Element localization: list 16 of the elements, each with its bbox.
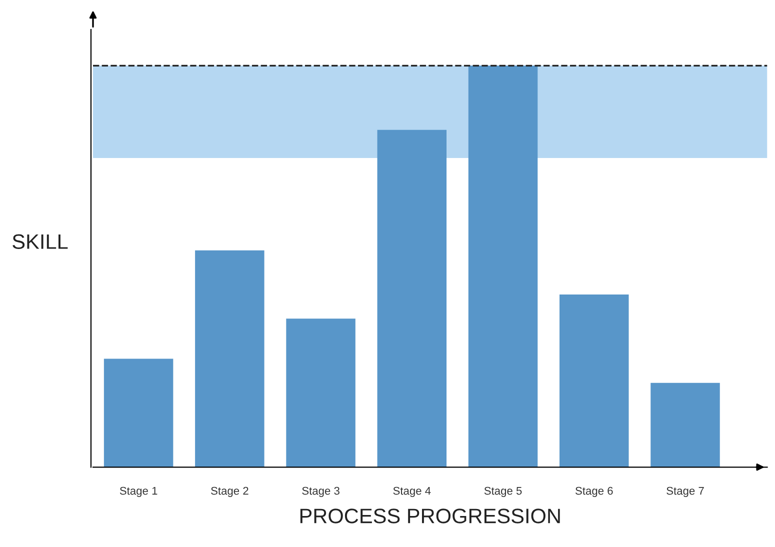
bar [195,250,264,468]
x-axis-title: PROCESS PROGRESSION [300,508,560,524]
bar [560,294,629,468]
x-tick-label: Stage 1 [120,486,158,497]
x-tick-label: Stage 6 [575,486,613,497]
bar [286,318,356,468]
y-axis-title: SKILL [12,234,68,250]
x-tick-label: Stage 4 [393,486,431,497]
x-tick-label: Stage 3 [302,486,340,497]
x-tick-label: Stage 2 [211,486,248,497]
bar [104,358,174,468]
bar [468,66,538,468]
x-tick-label: Stage 7 [666,486,704,497]
x-tick-label: Stage 5 [484,486,522,497]
bar [650,382,720,468]
bar [377,130,447,468]
